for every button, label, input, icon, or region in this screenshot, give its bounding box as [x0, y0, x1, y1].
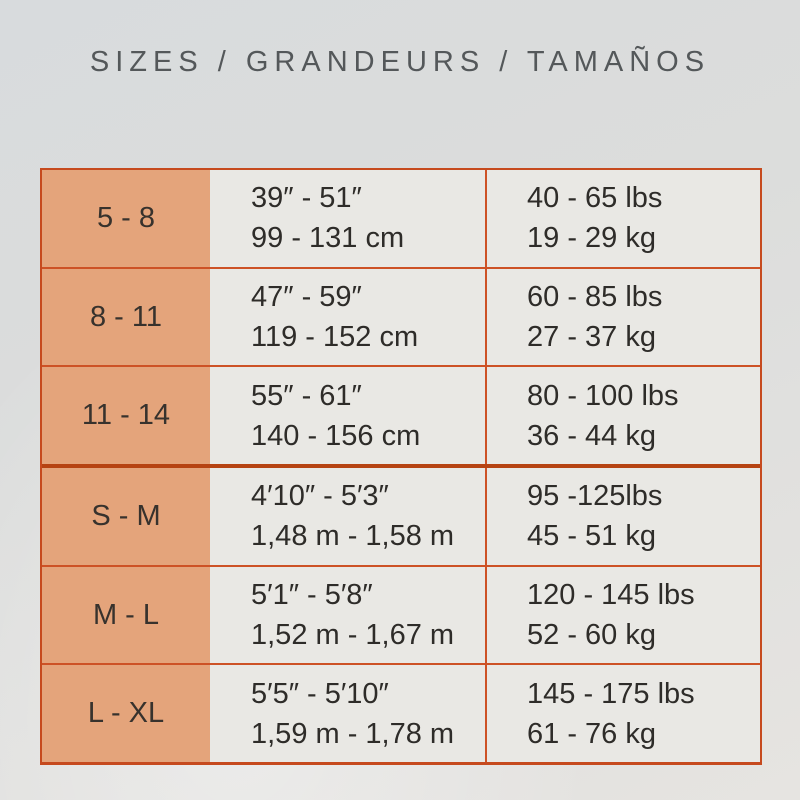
weight-metric: 45 - 51 kg [527, 520, 656, 553]
weight-imperial: 80 - 100 lbs [527, 379, 679, 412]
height-imperial: 5′5″ - 5′10″ [251, 677, 389, 710]
weight-imperial: 145 - 175 lbs [527, 677, 695, 710]
size-cell: M - L [42, 566, 210, 664]
weight-imperial: 60 - 85 lbs [527, 281, 663, 313]
weight-cell: 40 - 65 lbs 19 - 29 kg [485, 170, 760, 267]
table-row: 5 - 8 39″ - 51″ 99 - 131 cm 40 - 65 lbs … [42, 170, 760, 269]
table-row: 8 - 11 47″ - 59″ 119 - 152 cm 60 - 85 lb… [42, 268, 760, 368]
weight-imperial: 95 -125lbs [527, 480, 663, 513]
height-imperial: 55″ - 61″ [251, 379, 362, 412]
height-cell: 5′5″ - 5′10″ 1,59 m - 1,78 m [210, 665, 485, 763]
size-cell: 8 - 11 [42, 268, 210, 366]
weight-imperial: 40 - 65 lbs [527, 182, 663, 215]
table-row: 11 - 14 55″ - 61″ 140 - 156 cm 80 - 100 … [42, 367, 760, 469]
height-cell: 5′1″ - 5′8″ 1,52 m - 1,67 m [210, 566, 485, 664]
size-cell: 11 - 14 [42, 367, 210, 465]
height-imperial: 47″ - 59″ [251, 281, 362, 313]
weight-metric: 27 - 37 kg [527, 321, 656, 353]
weight-cell: 145 - 175 lbs 61 - 76 kg [485, 665, 760, 763]
weight-metric: 61 - 76 kg [527, 717, 656, 750]
size-cell: S - M [42, 468, 210, 565]
height-imperial: 5′1″ - 5′8″ [251, 579, 373, 612]
size-chart-table: 5 - 8 39″ - 51″ 99 - 131 cm 40 - 65 lbs … [40, 168, 762, 765]
weight-cell: 95 -125lbs 45 - 51 kg [485, 468, 760, 565]
height-metric: 99 - 131 cm [251, 222, 405, 255]
height-cell: 47″ - 59″ 119 - 152 cm [210, 268, 485, 366]
weight-cell: 60 - 85 lbs 27 - 37 kg [485, 268, 760, 366]
height-metric: 140 - 156 cm [251, 419, 421, 452]
height-imperial: 39″ - 51″ [251, 182, 362, 215]
height-cell: 55″ - 61″ 140 - 156 cm [210, 367, 485, 465]
table-row: S - M 4′10″ - 5′3″ 1,48 m - 1,58 m 95 -1… [42, 468, 760, 567]
weight-metric: 52 - 60 kg [527, 619, 656, 652]
height-cell: 4′10″ - 5′3″ 1,48 m - 1,58 m [210, 468, 485, 565]
weight-metric: 19 - 29 kg [527, 222, 656, 255]
height-metric: 1,52 m - 1,67 m [251, 619, 455, 652]
table-row: M - L 5′1″ - 5′8″ 1,52 m - 1,67 m 120 - … [42, 566, 760, 666]
weight-imperial: 120 - 145 lbs [527, 579, 695, 612]
size-cell: L - XL [42, 665, 210, 763]
weight-metric: 36 - 44 kg [527, 419, 656, 452]
height-cell: 39″ - 51″ 99 - 131 cm [210, 170, 485, 267]
height-imperial: 4′10″ - 5′3″ [251, 480, 389, 513]
size-cell: 5 - 8 [42, 170, 210, 267]
page-title: SIZES / GRANDEURS / TAMAÑOS [89, 46, 711, 78]
weight-cell: 120 - 145 lbs 52 - 60 kg [485, 566, 760, 664]
table-row: L - XL 5′5″ - 5′10″ 1,59 m - 1,78 m 145 … [42, 665, 760, 763]
height-metric: 1,59 m - 1,78 m [251, 717, 455, 750]
height-metric: 1,48 m - 1,58 m [251, 520, 455, 553]
weight-cell: 80 - 100 lbs 36 - 44 kg [485, 367, 760, 465]
height-metric: 119 - 152 cm [251, 321, 419, 353]
